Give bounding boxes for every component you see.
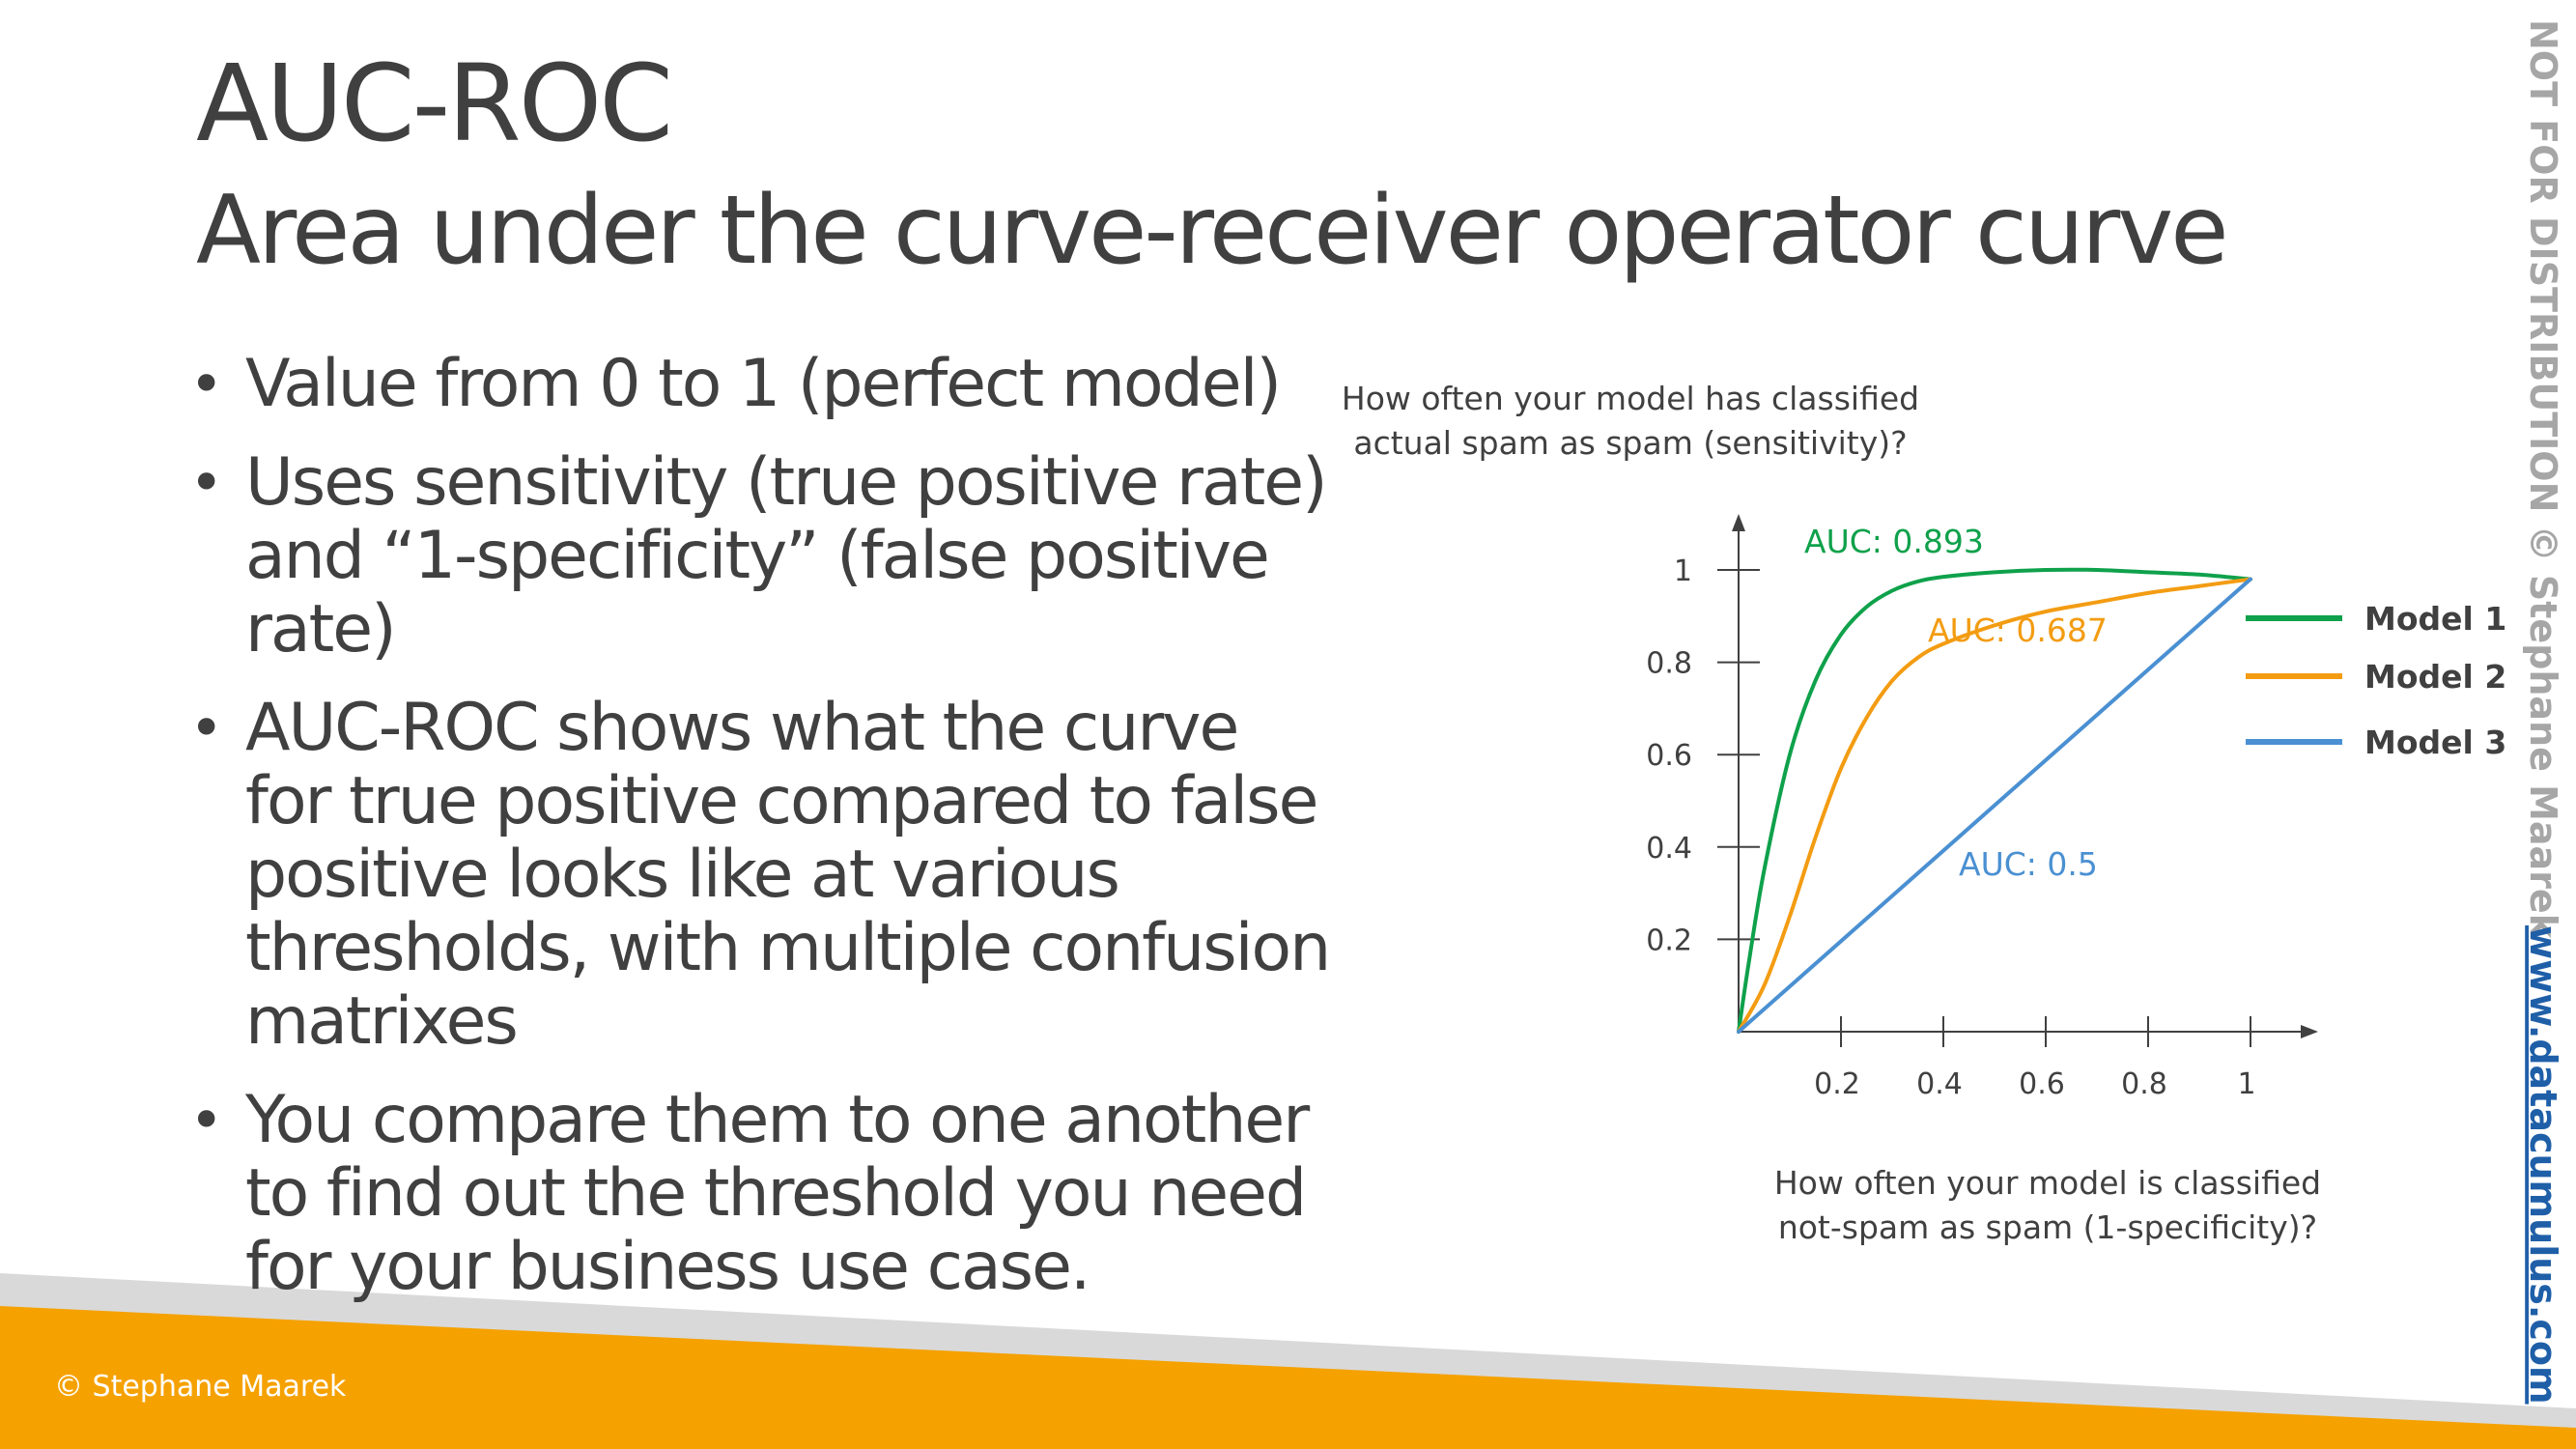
bullet-item: • You compare them to one another to fin… — [189, 1084, 1348, 1304]
bullet-line: and “1-specificity” (false positive rate… — [245, 518, 1270, 668]
y-axis-arrow-icon — [1732, 514, 1745, 531]
model-3-auc-label: AUC: 0.5 — [1959, 845, 2098, 883]
y-tick-label: 0.4 — [1646, 832, 1692, 866]
bullet-line: Uses sensitivity (true positive rate) — [245, 444, 1328, 521]
bullet-dot-icon: • — [189, 695, 223, 762]
copyright-text: © Stephane Maarek — [54, 1370, 347, 1404]
bullet-item: • Uses sensitivity (true positive rate) … — [189, 446, 1348, 667]
bullet-dot-icon: • — [189, 1087, 223, 1154]
model-3-legend-label: Model 3 — [2364, 724, 2506, 761]
model-3-curve — [1737, 577, 2252, 1034]
bullet-item: • AUC-ROC shows what the curve for true … — [189, 692, 1348, 1059]
x-tick-label: 0.2 — [1814, 1067, 1860, 1101]
bullet-line: for true positive compared to false — [245, 763, 1318, 839]
chart-series: AUC: 0.893 AUC: 0.687 AUC: 0.5 — [1737, 523, 2252, 1034]
bullet-line: to find out the threshold you need — [245, 1155, 1307, 1232]
y-tick-label: 0.2 — [1646, 923, 1692, 957]
x-axis-arrow-icon — [2301, 1025, 2318, 1038]
y-axis-label-line-1: How often your model has classified — [1342, 380, 1919, 417]
x-tick-label: 0.8 — [2121, 1067, 2167, 1101]
bullet-line: positive looks like at various — [245, 837, 1120, 913]
x-axis-label-line-1: How often your model is classified — [1774, 1164, 2321, 1202]
x-axis-label-line-2: not-spam as spam (1-specificity)? — [1778, 1208, 2317, 1246]
bullet-list: • Value from 0 to 1 (perfect model) • Us… — [189, 348, 1348, 1329]
bullet-line: for your business use case. — [245, 1229, 1091, 1305]
model-2-auc-label: AUC: 0.687 — [1928, 611, 2108, 649]
model-2-legend-label: Model 2 — [2364, 658, 2506, 696]
model-1-legend-label: Model 1 — [2364, 600, 2506, 638]
model-2-curve — [1737, 577, 2252, 1034]
footer-orange-band — [0, 1306, 2576, 1449]
x-tick-label: 0.4 — [1916, 1067, 1963, 1101]
bullet-item: • Value from 0 to 1 (perfect model) — [189, 348, 1348, 421]
bullet-dot-icon: • — [189, 449, 223, 517]
x-tick-label: 0.6 — [2019, 1067, 2065, 1101]
slide-title: AUC-ROC — [196, 42, 673, 165]
x-tick-label: 1 — [2237, 1067, 2255, 1101]
bullet-dot-icon: • — [189, 351, 223, 418]
bullet-text: Value from 0 to 1 (perfect model) — [245, 346, 1282, 422]
y-tick-label: 1 — [1674, 554, 1692, 588]
slide-subtitle: Area under the curve-receiver operator c… — [196, 176, 2229, 286]
bullet-line: matrixes — [245, 983, 519, 1060]
chart-legend: Model 1 Model 2 Model 3 — [2246, 600, 2506, 761]
bullet-line: AUC-ROC shows what the curve — [245, 690, 1239, 766]
y-axis-label-line-2: actual spam as spam (sensitivity)? — [1353, 424, 1907, 462]
y-tick-label: 0.6 — [1646, 739, 1692, 773]
bullet-line: You compare them to one another — [245, 1082, 1310, 1158]
model-1-auc-label: AUC: 0.893 — [1804, 523, 1984, 560]
model-1-curve — [1737, 567, 2252, 1034]
watermark: NOT FOR DISTRIBUTION © Stephane Maarek w… — [2522, 19, 2563, 1405]
bullet-line: thresholds, with multiple confusion — [245, 910, 1331, 986]
watermark-text: NOT FOR DISTRIBUTION © Stephane Maarek — [2522, 19, 2563, 939]
watermark-link[interactable]: www.datacumulus.com — [2522, 925, 2563, 1405]
y-tick-label: 0.8 — [1646, 647, 1692, 681]
chart-axes: 0.2 0.4 0.6 0.8 1 0.2 0.4 0.6 0.8 1 — [1646, 514, 2318, 1101]
